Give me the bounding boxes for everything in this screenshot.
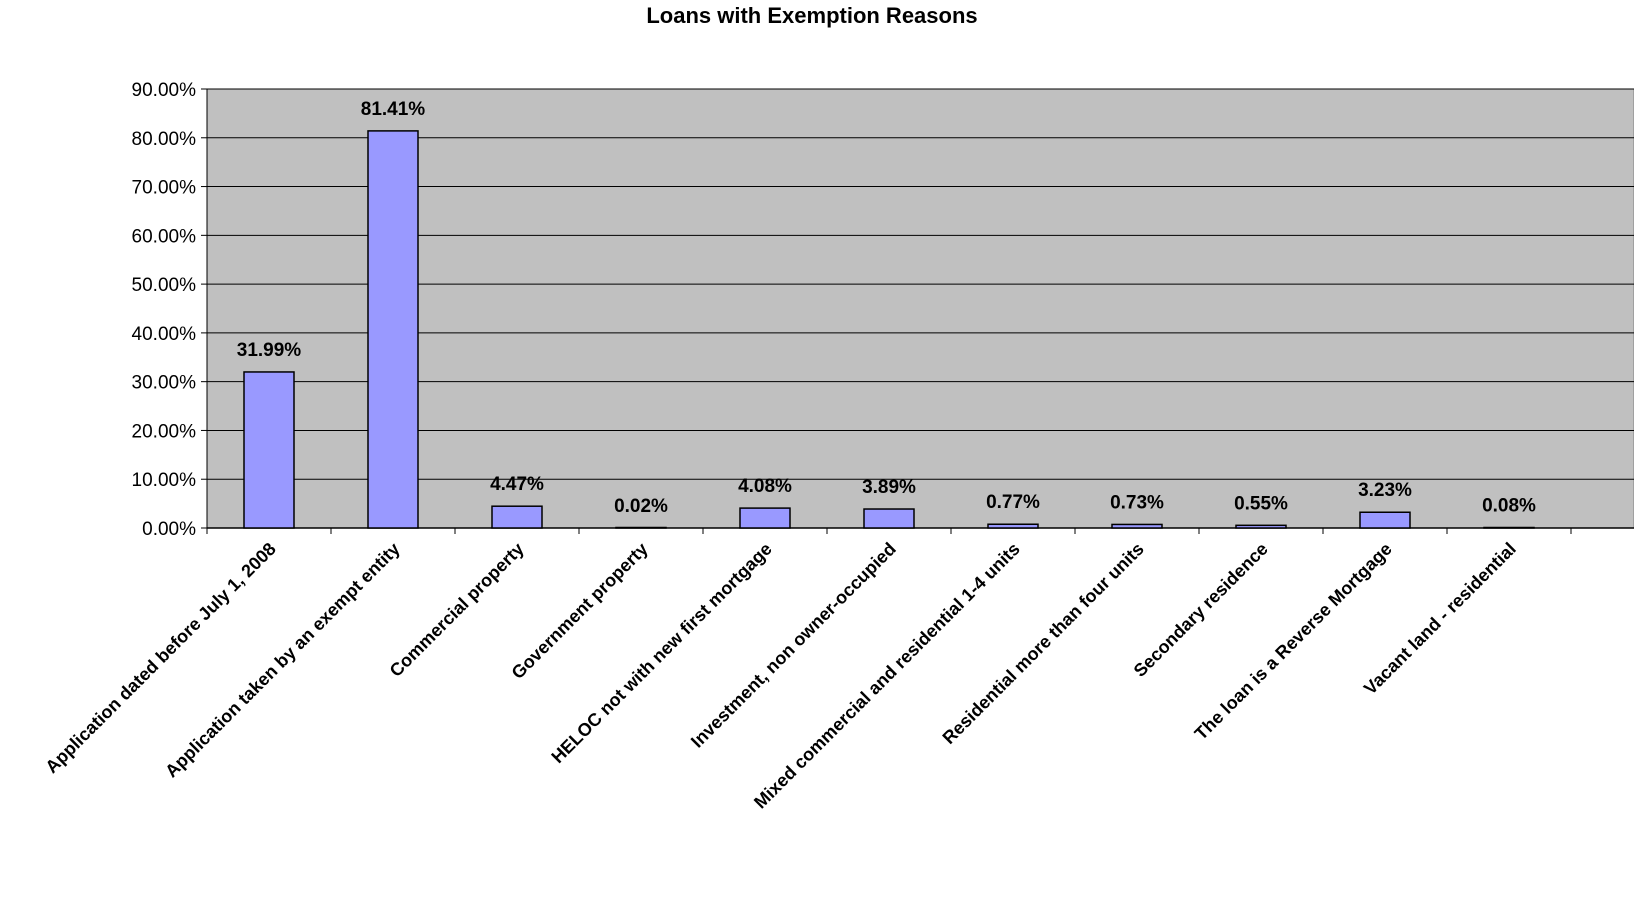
x-tick-labels: Application dated before July 1, 2008App… (41, 539, 1519, 813)
data-label: 0.73% (1110, 492, 1164, 513)
bar (1483, 526, 1535, 529)
x-tick-label: Application dated before July 1, 2008 (41, 539, 279, 777)
y-tick-label: 70.00% (132, 178, 197, 199)
plot-area (206, 88, 1634, 529)
chart-title: Loans with Exemption Reasons (646, 3, 977, 28)
gridlines (207, 88, 1634, 480)
data-label: 0.77% (986, 492, 1040, 513)
x-tick-label: Investment, non owner-occupied (687, 539, 900, 752)
x-tick-label: HELOC not with new first mortgage (547, 539, 775, 767)
bar (987, 523, 1039, 529)
bars (243, 130, 1535, 529)
y-tick-label: 80.00% (132, 129, 197, 150)
data-label: 0.55% (1234, 493, 1288, 514)
y-tick-label: 40.00% (132, 324, 197, 345)
data-label: 0.08% (1482, 496, 1536, 517)
y-tick-label: 10.00% (132, 470, 197, 491)
y-tick-label: 0.00% (142, 519, 196, 540)
bar (1359, 511, 1411, 529)
data-label: 31.99% (237, 340, 302, 361)
x-tick-label: Application taken by an exempt entity (161, 539, 404, 782)
x-tick-label: Commercial property (386, 539, 528, 681)
x-tick-label: Mixed commercial and residential 1-4 uni… (750, 539, 1024, 813)
x-tick-label: Residential more than four units (939, 539, 1148, 748)
y-tick-label: 20.00% (132, 421, 197, 442)
data-label: 81.41% (361, 99, 426, 120)
data-label: 4.08% (738, 476, 792, 497)
x-tick-label: Secondary residence (1130, 539, 1272, 681)
bar (243, 371, 295, 529)
data-label: 4.47% (490, 474, 544, 495)
y-tick-label: 30.00% (132, 373, 197, 394)
y-tick-label: 90.00% (132, 80, 197, 101)
data-labels: 31.99% 81.41% 4.47% 0.02% 4.08% 3.89% 0.77% 0.7… (237, 99, 1536, 517)
bar (739, 507, 791, 529)
data-label: 3.89% (862, 477, 916, 498)
x-tick-label: The loan is a Reverse Mortgage (1191, 539, 1396, 744)
data-label: 0.02% (614, 496, 668, 517)
x-tick-label: Government property (508, 539, 652, 683)
y-axis: 0.00% 10.00% 20.00% 30.00% 40.00% 50.00% 60.00… (132, 80, 208, 540)
y-tick-label: 60.00% (132, 226, 197, 247)
data-label: 3.23% (1358, 480, 1412, 501)
bar (491, 505, 543, 529)
bar (367, 130, 419, 529)
x-axis (206, 527, 1634, 534)
bar (615, 526, 667, 529)
bar (1235, 524, 1287, 529)
bar (1111, 523, 1163, 529)
y-tick-label: 50.00% (132, 275, 197, 296)
bar (863, 508, 915, 529)
